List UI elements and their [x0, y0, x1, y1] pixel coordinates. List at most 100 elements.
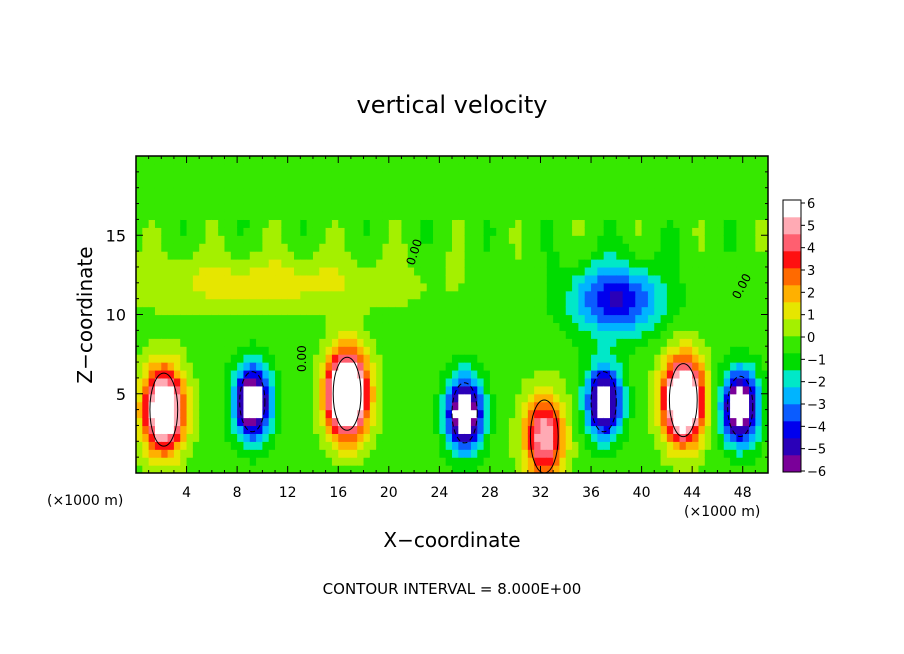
heatmap-cell	[723, 274, 731, 284]
heatmap-cell	[325, 195, 333, 205]
heatmap-cell	[673, 227, 681, 236]
heatmap-cell	[224, 409, 232, 419]
heatmap-cell	[489, 322, 497, 331]
heatmap-cell	[275, 306, 282, 316]
heatmap-cell	[591, 243, 598, 252]
heatmap-cell	[527, 330, 535, 339]
heatmap-cell	[306, 171, 314, 181]
heatmap-cell	[755, 171, 763, 181]
heatmap-cell	[319, 219, 327, 228]
heatmap-cell	[515, 179, 523, 189]
heatmap-cell	[565, 449, 573, 458]
heatmap-cell	[218, 354, 226, 363]
heatmap-cell	[426, 290, 434, 300]
heatmap-cell	[211, 385, 219, 395]
heatmap-cell	[401, 377, 409, 387]
heatmap-cell	[262, 330, 270, 339]
heatmap-cell	[521, 219, 529, 228]
heatmap-cell	[230, 322, 238, 331]
heatmap-cell	[565, 306, 573, 316]
heatmap-cell	[439, 195, 447, 205]
heatmap-cell	[180, 369, 188, 379]
heatmap-cell	[559, 385, 567, 395]
heatmap-cell	[211, 219, 219, 228]
heatmap-cell	[350, 385, 358, 395]
heatmap-cell	[654, 409, 662, 419]
heatmap-cell	[287, 322, 295, 331]
heatmap-cell	[736, 401, 744, 411]
heatmap-cell	[243, 171, 251, 181]
heatmap-cell	[470, 449, 478, 458]
heatmap-cell	[489, 457, 497, 466]
heatmap-cell	[161, 330, 169, 339]
heatmap-cell	[275, 369, 282, 379]
heatmap-cell	[161, 465, 169, 473]
heatmap-cell	[553, 156, 561, 165]
heatmap-cell	[350, 195, 358, 205]
heatmap-cell	[698, 203, 706, 213]
heatmap-cell	[698, 457, 706, 466]
heatmap-cell	[508, 251, 516, 260]
heatmap-cell	[401, 179, 409, 189]
heatmap-cell	[666, 156, 674, 165]
heatmap-cell	[540, 171, 548, 181]
heatmap-cell	[300, 227, 308, 236]
heatmap-cell	[224, 211, 232, 220]
heatmap-cell	[331, 385, 339, 395]
heatmap-cell	[312, 377, 320, 387]
heatmap-cell	[565, 274, 573, 284]
heatmap-cell	[243, 203, 251, 213]
heatmap-cell	[407, 417, 415, 427]
heatmap-cell	[300, 298, 308, 308]
heatmap-cell	[388, 449, 396, 458]
heatmap-cell	[477, 266, 485, 276]
heatmap-cell	[647, 259, 655, 268]
heatmap-cell	[205, 362, 213, 371]
heatmap-cell	[502, 251, 510, 260]
heatmap-cell	[331, 346, 339, 355]
heatmap-cell	[414, 433, 421, 442]
heatmap-cell	[736, 187, 744, 197]
heatmap-cell	[521, 401, 529, 411]
heatmap-cell	[148, 251, 156, 260]
heatmap-cell	[306, 211, 314, 220]
heatmap-cell	[395, 251, 403, 260]
heatmap-cell	[161, 385, 169, 395]
heatmap-cell	[622, 385, 630, 395]
heatmap-cell	[673, 163, 681, 173]
heatmap-cell	[515, 282, 523, 292]
heatmap-cell	[673, 425, 681, 434]
heatmap-cell	[666, 346, 674, 355]
heatmap-cell	[749, 449, 756, 458]
heatmap-cell	[268, 441, 276, 450]
colorbar-tick-label: 0	[807, 331, 815, 346]
heatmap-cell	[761, 219, 768, 228]
heatmap-cell	[666, 171, 674, 181]
heatmap-cell	[477, 171, 485, 181]
heatmap-cell	[591, 385, 598, 395]
heatmap-cell	[167, 369, 175, 379]
heatmap-cell	[350, 330, 358, 339]
heatmap-cell	[635, 354, 643, 363]
heatmap-cell	[647, 314, 655, 324]
heatmap-cell	[262, 156, 270, 165]
heatmap-cell	[723, 338, 731, 347]
heatmap-cell	[142, 274, 150, 284]
heatmap-cell	[338, 377, 346, 387]
heatmap-cell	[369, 179, 377, 189]
heatmap-cell	[578, 354, 586, 363]
heatmap-cell	[610, 298, 617, 308]
heatmap-cell	[243, 441, 251, 450]
heatmap-cell	[142, 211, 150, 220]
heatmap-cell	[433, 322, 440, 331]
heatmap-cell	[180, 282, 188, 292]
heatmap-cell	[470, 259, 478, 268]
heatmap-cell	[445, 385, 453, 395]
heatmap-cell	[426, 259, 434, 268]
heatmap-cell	[635, 409, 643, 419]
heatmap-cell	[610, 163, 617, 173]
heatmap-cell	[458, 346, 466, 355]
heatmap-cell	[483, 346, 491, 355]
heatmap-cell	[344, 354, 352, 363]
heatmap-cell	[553, 441, 561, 450]
